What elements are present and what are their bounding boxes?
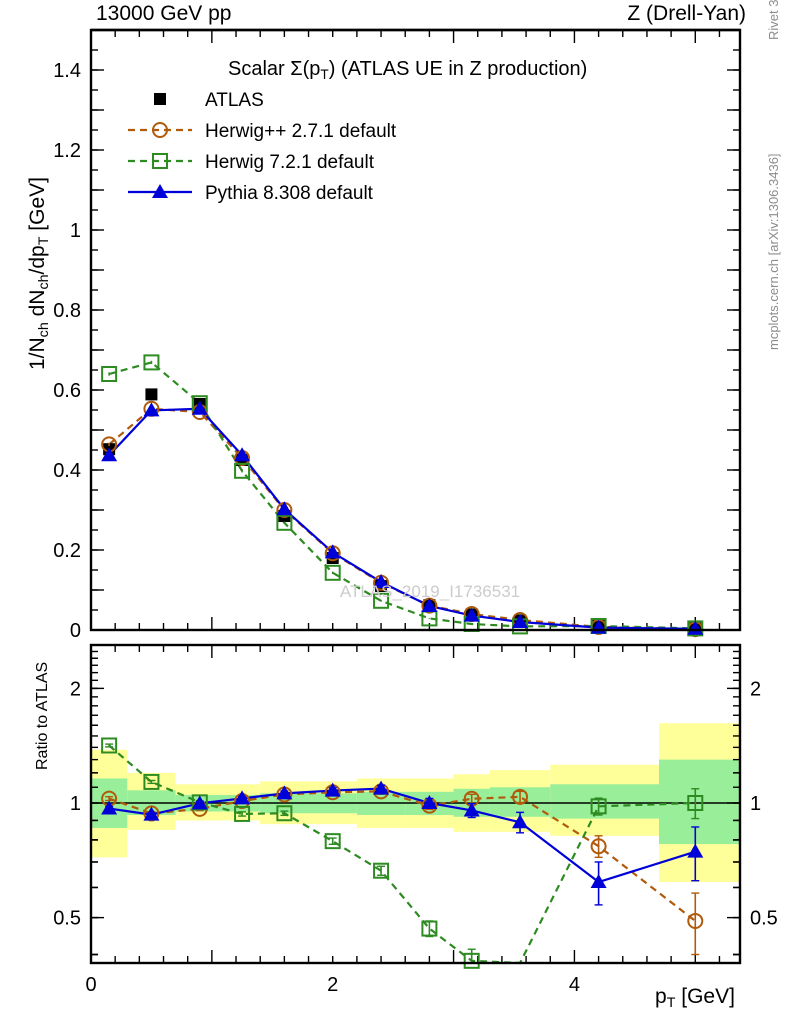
title-b: (p: [302, 58, 321, 80]
data-point: [421, 598, 438, 612]
ratio-series-line: [108, 787, 696, 884]
series-line: [108, 361, 696, 630]
ratio-series-line: [108, 790, 696, 922]
ratio-data-point: [373, 780, 390, 795]
ratio-data-point: [687, 795, 704, 812]
main-plot-title: Scalar Σ(pT) (ATLAS UE in Z production): [228, 58, 587, 82]
tick-label: 1: [70, 793, 81, 815]
main-data-series: [101, 354, 704, 638]
xlab-sub: T: [666, 994, 676, 1011]
tick-label: 0.5: [750, 908, 778, 930]
tick-label: 2: [327, 974, 338, 996]
data-point: [234, 447, 251, 462]
main-axis-ticks: [90, 29, 740, 631]
data-point: [101, 447, 118, 462]
ratio-data-point: [463, 802, 480, 817]
tick-label: 2: [750, 678, 761, 700]
tick-label: 1: [750, 793, 761, 815]
data-point: [512, 614, 529, 628]
ratio-data-point: [590, 838, 607, 855]
ratio-data-point: [143, 806, 160, 821]
data-point: [463, 607, 480, 622]
ratio-data-point: [276, 805, 293, 822]
data-point: [191, 400, 208, 415]
legend-marker: [152, 184, 168, 198]
data-point: [373, 592, 390, 609]
plot-frames: [89, 28, 742, 965]
x-axis-label: pT [GeV]: [655, 985, 735, 1011]
ratio-data-point: [421, 920, 438, 937]
tick-label: 0.4: [53, 460, 81, 482]
band-green: [659, 759, 740, 845]
tick-label: 1: [70, 220, 81, 242]
legend-marker: [152, 153, 168, 169]
tick-label: 0: [70, 620, 81, 642]
tick-label: 0: [85, 974, 96, 996]
data-point: [276, 514, 293, 531]
ratio-data-point: [143, 773, 160, 790]
main-frame: [89, 28, 742, 632]
ratio-data-point: [276, 785, 293, 800]
tick-label: 0.5: [53, 908, 81, 930]
data-point: [143, 402, 160, 417]
series-line: [108, 407, 696, 630]
ratio-data-point: [590, 798, 607, 815]
xlab-b: [GeV]: [675, 985, 735, 1008]
legend-label: Herwig 7.2.1 default: [205, 152, 375, 173]
ratio-data-point: [234, 805, 251, 822]
tick-label: 1.2: [53, 140, 81, 162]
title-a: Scalar Σ: [228, 58, 303, 80]
data-point: [145, 388, 158, 401]
ratio-data-point: [101, 737, 118, 754]
data-point: [234, 462, 251, 479]
ratio-data-point: [687, 843, 704, 858]
ratio-data-point: [590, 874, 607, 889]
data-point: [143, 354, 160, 371]
ratio-data-point: [421, 795, 438, 810]
legend: ATLAS Herwig++ 2.7.1 default Herwig 7.2.1 …: [128, 90, 397, 204]
header-right: Z (Drell-Yan): [627, 2, 746, 25]
ratio-data-point: [512, 814, 529, 829]
title-sub: T: [320, 66, 329, 82]
tick-label: 0.6: [53, 380, 81, 402]
legend-marker: [154, 93, 166, 105]
header-left: 13000 GeV pp: [96, 2, 232, 25]
ratio-data-point: [512, 788, 529, 805]
legend-marker: [152, 122, 168, 138]
legend-label: Herwig++ 2.7.1 default: [205, 121, 397, 142]
ratio-data-point: [324, 833, 341, 850]
data-point: [324, 544, 341, 559]
data-point: [324, 564, 341, 581]
title-c: ) (ATLAS UE in Z production): [328, 58, 588, 80]
legend-label: ATLAS: [205, 90, 264, 111]
ratio-data-point: [191, 795, 208, 810]
watermark-text: ATLAS_2019_I1736531: [340, 582, 520, 601]
ratio-data-series: [101, 737, 704, 969]
axis-tick-labels: 0 0.2 0.4 0.6 0.8 1 1.2 1.4 0.5 0.5 1 1 2 2 0 2 4: [53, 60, 778, 996]
legend-label: Pythia 8.308 default: [205, 183, 374, 204]
data-point: [373, 574, 390, 588]
data-point: [687, 620, 704, 635]
ratio-data-point: [324, 782, 341, 797]
tick-label: 0.8: [53, 300, 81, 322]
tick-label: 4: [569, 974, 580, 996]
ratio-data-point: [463, 952, 480, 969]
ratio-frame: [89, 643, 742, 965]
data-point: [276, 501, 293, 516]
data-point: [101, 366, 118, 382]
tick-label: 2: [70, 678, 81, 700]
ratio-data-point: [234, 790, 251, 805]
ratio-data-point: [687, 912, 704, 929]
tick-label: 1.4: [53, 60, 81, 82]
ratio-series-line: [108, 744, 696, 965]
xlab-a: p: [655, 985, 667, 1008]
tick-label: 0.2: [53, 540, 81, 562]
ratio-data-point: [101, 800, 118, 815]
ratio-data-point: [373, 862, 390, 879]
